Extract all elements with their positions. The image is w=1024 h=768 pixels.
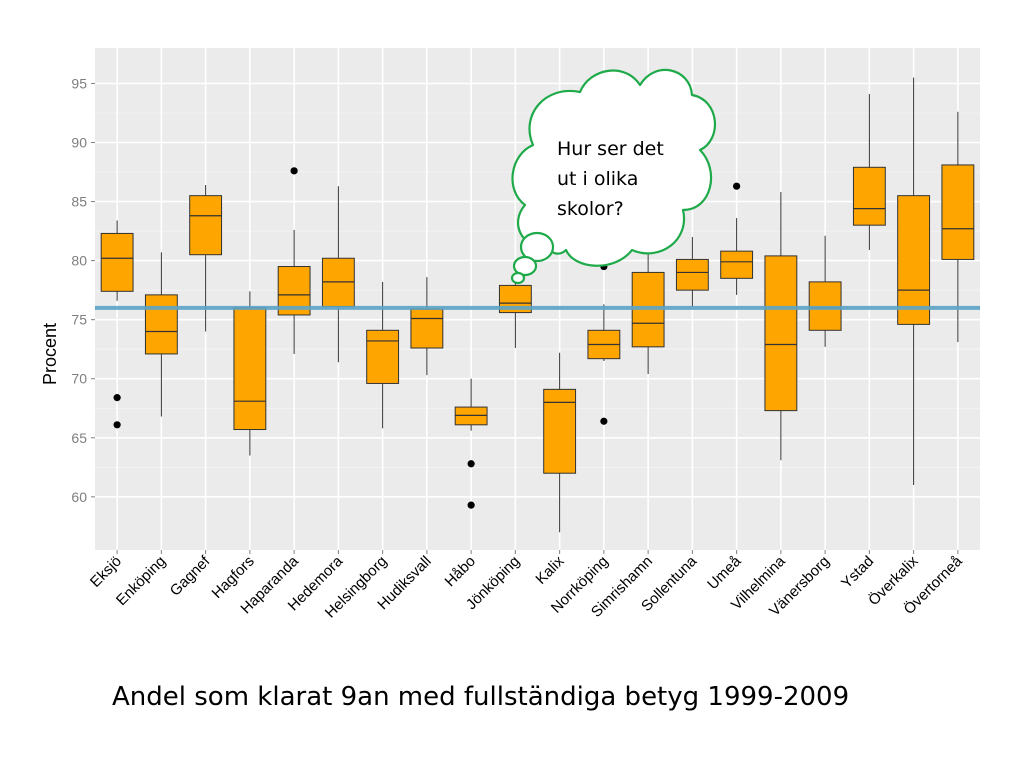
box-2 <box>144 252 178 417</box>
box-iqr <box>100 232 134 292</box>
x-tick-label: Eksjö <box>87 553 125 591</box>
y-tick-label: 70 <box>71 371 87 387</box>
box-iqr <box>144 294 178 355</box>
x-tick-label: Gagnef <box>167 552 214 599</box>
y-axis: 60 65 70 75 80 85 90 95 <box>71 75 95 505</box>
y-tick-label: 80 <box>71 253 87 269</box>
box-16 <box>764 192 798 461</box>
callout-line-2: ut i olika <box>557 168 638 190</box>
x-tick-label: Ystad <box>838 553 877 592</box>
box-iqr <box>720 250 754 279</box>
x-axis: EksjöEnköpingGagnefHagforsHaparandaHedem… <box>87 550 966 621</box>
callout-line-3: skolor? <box>557 198 624 220</box>
y-tick-label: 95 <box>71 75 87 91</box>
box-7 <box>366 281 400 429</box>
y-tick-label: 85 <box>71 194 87 210</box>
outlier-point <box>467 460 475 468</box>
thought-cloud-shape <box>511 68 716 267</box>
box-19 <box>897 77 931 486</box>
callout-line-1: Hur ser det <box>557 138 664 160</box>
box-15 <box>720 182 754 295</box>
box-iqr <box>852 166 886 226</box>
x-tick-label: Håbo <box>442 553 479 590</box>
box-iqr <box>941 164 975 260</box>
y-tick-label: 65 <box>71 430 87 446</box>
box-iqr <box>233 307 267 431</box>
y-tick-label: 75 <box>71 312 87 328</box>
box-14 <box>675 236 709 307</box>
box-6 <box>321 186 355 363</box>
box-iqr <box>675 258 709 291</box>
outlier-point <box>467 501 475 509</box>
thought-bubble-medium <box>512 255 538 277</box>
x-tick-label: Enköping <box>113 553 169 609</box>
box-iqr <box>189 195 223 256</box>
boxplot-chart: 60 65 70 75 80 85 90 95 EksjöEnköpingGagnefHagf… <box>40 48 980 621</box>
box-11 <box>543 352 577 533</box>
outlier-point <box>600 417 608 425</box>
box-1 <box>100 220 134 429</box>
box-iqr <box>410 308 444 349</box>
box-18 <box>852 94 886 250</box>
box-8 <box>410 277 444 376</box>
box-iqr <box>897 195 931 325</box>
box-20 <box>941 111 975 343</box>
box-iqr <box>764 255 798 412</box>
y-tick-label: 60 <box>71 489 87 505</box>
outlier-point <box>113 394 121 402</box>
box-9 <box>454 378 488 509</box>
x-tick-label: Umeå <box>704 552 745 593</box>
thought-cloud-callout: Hur ser det ut i olika skolor? <box>510 68 716 285</box>
x-tick-label: Kalix <box>532 552 567 587</box>
outlier-point <box>733 182 741 190</box>
thought-bubble-small <box>510 271 526 285</box>
outlier-point <box>290 167 298 175</box>
outlier-point <box>113 421 121 429</box>
y-tick-label: 90 <box>71 134 87 150</box>
box-4 <box>233 291 267 456</box>
thought-bubble-large <box>519 231 555 263</box>
box-iqr <box>543 388 577 474</box>
box-iqr <box>366 329 400 384</box>
y-axis-label: Procent <box>40 323 60 385</box>
chart-caption: Andel som klarat 9an med fullständiga be… <box>112 682 850 712</box>
box-3 <box>189 185 223 332</box>
